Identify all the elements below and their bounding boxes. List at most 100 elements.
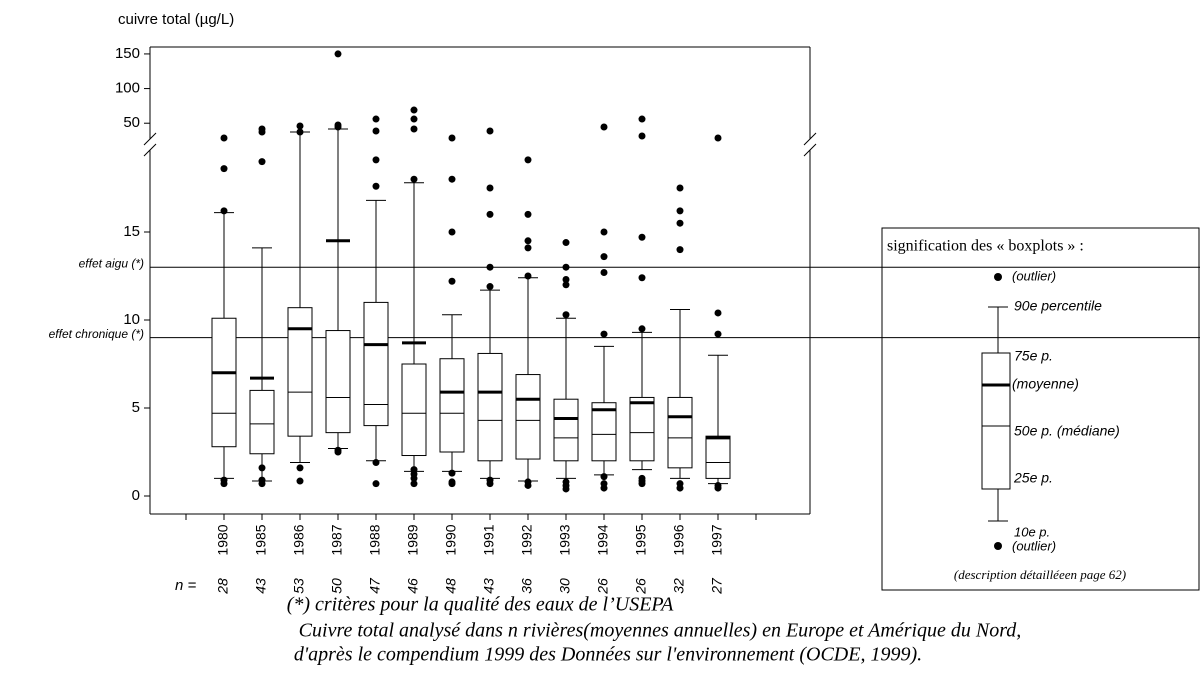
x-tick-label: 1987 [329,524,345,555]
box [211,317,237,448]
outlier [676,207,684,215]
outlier [448,175,456,183]
n-value: 36 [519,578,535,594]
outlier [638,132,646,140]
x-tick-label: 1988 [367,524,383,555]
outlier [448,480,456,488]
outlier [524,156,532,164]
box [629,396,655,462]
n-value: 47 [367,577,383,594]
outlier [562,239,570,247]
n-value: 30 [557,578,573,594]
x-tick-label: 1996 [671,524,687,555]
reference-label: effet chronique (*) [49,327,144,341]
box [363,301,389,427]
outlier [334,123,342,131]
outlier [600,473,608,481]
outlier [638,233,646,241]
outlier [296,122,304,130]
x-tick-label: 1992 [519,524,535,555]
legend-box-shape [981,352,1011,490]
outlier [600,268,608,276]
outlier [220,165,228,173]
outlier [372,127,380,135]
box [553,398,579,462]
outlier [258,158,266,166]
outlier [410,125,418,133]
outlier [600,253,608,261]
outlier [638,115,646,123]
n-value: 48 [443,578,459,594]
outlier [600,228,608,236]
outlier [676,184,684,192]
x-tick-label: 1980 [215,524,231,555]
legend-text: 75e p. [1014,348,1053,364]
axis-break [143,143,157,157]
outlier [714,134,722,142]
n-value: 53 [291,578,307,594]
outlier [638,274,646,282]
outlier [562,485,570,493]
n-value: 43 [481,578,497,594]
outlier [638,325,646,333]
outlier [714,309,722,317]
outlier [600,123,608,131]
n-value: 32 [671,578,687,594]
outlier [296,128,304,136]
outlier [448,134,456,142]
outlier [714,484,722,492]
n-value: 28 [215,578,231,595]
box [439,358,465,453]
n-value: 46 [405,578,421,594]
outlier [410,115,418,123]
outlier [410,474,418,482]
outlier [524,237,532,245]
outlier [258,464,266,472]
outlier [448,469,456,477]
outlier [372,480,380,488]
x-tick-label: 1989 [405,524,421,555]
outlier [486,127,494,135]
legend-text: 10e p. [1014,524,1050,539]
outlier [524,210,532,218]
footnote: Cuivre total analysé dans n rivières(moy… [299,620,1022,642]
outlier [638,480,646,488]
box [325,330,351,434]
outlier [372,459,380,467]
legend-text: 50e p. (médiane) [1014,423,1120,439]
outlier [448,277,456,285]
outlier [258,480,266,488]
x-tick-label: 1985 [253,524,269,555]
outlier [524,481,532,489]
outlier [486,184,494,192]
n-value: 26 [595,578,611,595]
box [591,402,617,462]
box [515,374,541,460]
y-tick-label: 10 [123,311,140,328]
outlier [486,263,494,271]
legend-text: (moyenne) [1012,376,1079,392]
n-value: 50 [329,578,345,594]
legend-outlier [994,542,1002,550]
n-label: n = [175,577,197,594]
outlier [410,480,418,488]
box [401,363,427,457]
outlier [600,484,608,492]
outlier [372,182,380,190]
x-tick-label: 1995 [633,524,649,555]
y-tick-label: 150 [115,45,140,62]
outlier [676,219,684,227]
outlier [410,106,418,114]
y-tick-label: 15 [123,223,140,240]
x-tick-label: 1993 [557,524,573,555]
axis-break [143,132,157,146]
x-tick-label: 1986 [291,524,307,555]
outlier [296,477,304,485]
outlier [448,228,456,236]
box [705,435,731,479]
outlier [562,281,570,289]
outlier [220,134,228,142]
legend-text: (outlier) [1012,538,1056,553]
y-tick-label: 50 [123,114,140,131]
